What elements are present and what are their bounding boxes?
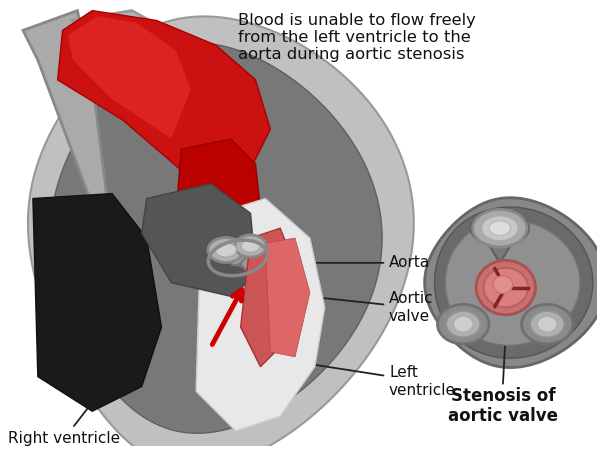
Ellipse shape [530, 311, 565, 338]
Text: Right ventricle: Right ventricle [8, 369, 120, 446]
Polygon shape [176, 139, 260, 248]
Ellipse shape [489, 221, 511, 236]
Text: Left
ventricle: Left ventricle [298, 362, 456, 398]
Polygon shape [33, 194, 161, 411]
Ellipse shape [521, 304, 573, 344]
Ellipse shape [235, 235, 266, 257]
Ellipse shape [493, 276, 512, 293]
Polygon shape [23, 11, 107, 218]
Polygon shape [50, 43, 382, 433]
Ellipse shape [234, 249, 268, 267]
Polygon shape [68, 16, 191, 139]
Polygon shape [471, 220, 529, 263]
Polygon shape [445, 220, 580, 345]
Ellipse shape [208, 238, 244, 262]
Ellipse shape [473, 209, 527, 247]
Text: Blood is unable to flow freely
from the left ventricle to the
aorta during aorti: Blood is unable to flow freely from the … [238, 13, 476, 63]
Text: Aorta: Aorta [308, 255, 430, 270]
Ellipse shape [241, 240, 260, 252]
Ellipse shape [454, 316, 473, 332]
Polygon shape [196, 198, 325, 431]
Polygon shape [73, 11, 211, 109]
Polygon shape [58, 11, 271, 179]
Ellipse shape [437, 304, 489, 344]
Ellipse shape [446, 311, 481, 338]
Ellipse shape [481, 216, 518, 241]
Polygon shape [265, 238, 310, 357]
Polygon shape [241, 228, 300, 367]
Ellipse shape [230, 241, 250, 266]
Ellipse shape [215, 243, 236, 257]
Polygon shape [434, 207, 593, 358]
Ellipse shape [484, 268, 528, 307]
Text: Aortic
valve: Aortic valve [273, 291, 434, 324]
Ellipse shape [239, 254, 266, 277]
Ellipse shape [476, 261, 535, 315]
Polygon shape [425, 198, 600, 368]
Ellipse shape [538, 316, 557, 332]
Polygon shape [28, 17, 414, 450]
Text: Stenosis of
aortic valve: Stenosis of aortic valve [448, 387, 558, 425]
Polygon shape [142, 184, 256, 297]
